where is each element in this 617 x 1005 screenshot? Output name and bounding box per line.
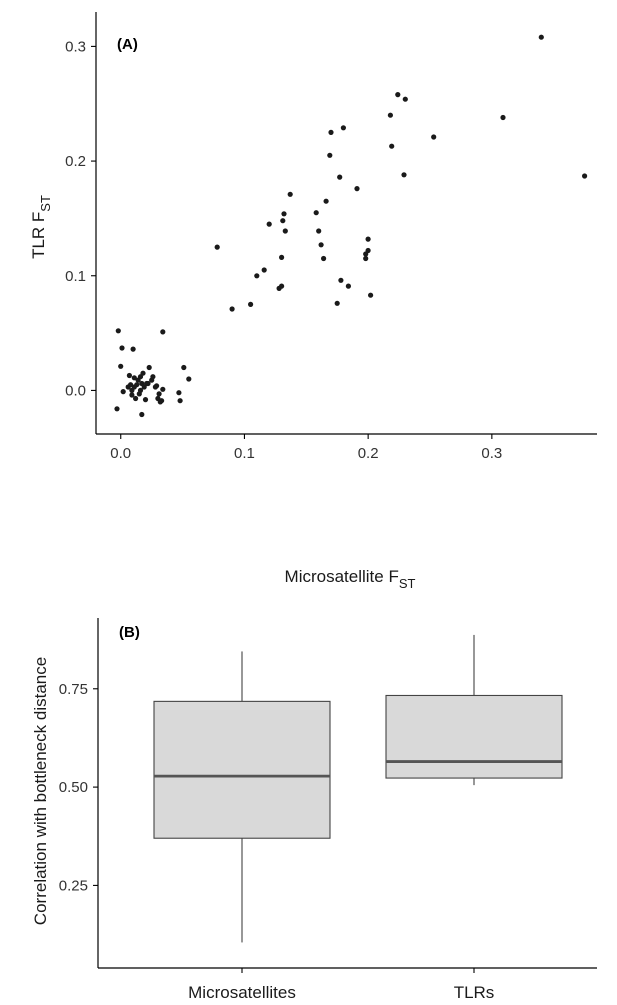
- scatter-point: [431, 134, 437, 140]
- scatter-point: [120, 389, 126, 395]
- scatter-point: [134, 382, 140, 388]
- x-category-label: TLRs: [454, 983, 495, 1002]
- scatter-point: [401, 172, 407, 178]
- x-tick-label: 0.1: [234, 445, 255, 462]
- scatter-point: [321, 255, 327, 262]
- scatter-point: [282, 228, 288, 234]
- y-tick-label: 0.50: [59, 779, 88, 796]
- boxplot-boxes: [153, 634, 563, 943]
- scatter-point: [280, 218, 286, 224]
- scatter-point: [126, 372, 132, 379]
- x-axis-title: Microsatellite FST: [285, 567, 416, 591]
- scatter-point: [145, 380, 151, 387]
- scatter-point: [139, 411, 145, 418]
- scatter-point: [177, 398, 183, 404]
- scatter-point: [181, 364, 187, 371]
- scatter-point: [337, 174, 343, 180]
- box-iqr: [153, 700, 331, 839]
- x-tick-label: 0.3: [481, 445, 502, 462]
- scatter-point: [338, 277, 344, 283]
- scatter-point: [150, 374, 156, 380]
- scatter-point: [137, 387, 144, 393]
- scatter-point: [119, 345, 125, 351]
- scatter-point: [387, 112, 393, 118]
- y-axis-title: TLR FST: [29, 195, 53, 259]
- y-tick-label: 0.25: [59, 877, 88, 894]
- scatter-point: [114, 406, 120, 412]
- scatter-point: [313, 210, 319, 216]
- scatter-point: [389, 143, 395, 149]
- scatter-point: [328, 129, 334, 135]
- scatter-points: [114, 34, 588, 418]
- scatter-point: [156, 391, 162, 397]
- scatter-point: [176, 390, 182, 396]
- x-tick-label: 0.2: [358, 445, 379, 462]
- x-axis-title-main: Microsatellite F: [285, 567, 399, 586]
- y-axis-ticks: 0.25 0.50 0.75: [59, 681, 98, 894]
- scatter-point: [131, 375, 137, 381]
- y-tick-label: 0.3: [65, 38, 86, 55]
- scatter-point: [538, 34, 544, 40]
- scatter-point: [316, 228, 322, 234]
- scatter-point: [160, 329, 166, 335]
- scatter-panel: 0.0 0.1 0.2 0.3 0.0 0.1 0.2 0.3 (A) Microsatel…: [29, 12, 597, 591]
- y-tick-label: 0.0: [65, 382, 86, 399]
- scatter-point: [133, 395, 139, 402]
- y-axis-title-subscript: ST: [38, 195, 53, 212]
- scatter-point: [402, 96, 408, 102]
- boxplot-panel: Microsatellites TLRs 0.25 0.50 0.75 (B) Cor…: [31, 618, 597, 1002]
- scatter-point: [318, 242, 324, 248]
- scatter-point: [248, 301, 254, 307]
- x-tick-label: 0.0: [110, 445, 131, 462]
- scatter-point: [142, 397, 149, 403]
- scatter-point: [395, 92, 401, 98]
- y-tick-label: 0.2: [65, 153, 86, 170]
- scatter-point: [279, 254, 285, 260]
- scatter-point: [365, 236, 371, 242]
- x-axis-ticks: Microsatellites TLRs: [188, 968, 494, 1002]
- scatter-point: [129, 392, 135, 398]
- scatter-point: [363, 255, 369, 262]
- scatter-point: [130, 346, 136, 352]
- scatter-point: [365, 247, 371, 254]
- scatter-point: [334, 300, 340, 306]
- scatter-point: [279, 283, 285, 289]
- scatter-point: [354, 186, 360, 192]
- y-axis-title: Correlation with bottleneck distance: [31, 657, 50, 925]
- x-axis-title-subscript: ST: [399, 576, 416, 591]
- box-iqr: [385, 694, 563, 779]
- panel-label-b: (B): [119, 624, 140, 641]
- scatter-point: [266, 221, 272, 227]
- scatter-point: [368, 292, 374, 298]
- scatter-point: [154, 383, 160, 389]
- y-tick-label: 0.1: [65, 268, 86, 285]
- scatter-point: [287, 191, 293, 197]
- scatter-point: [128, 382, 134, 388]
- scatter-point: [229, 306, 235, 312]
- scatter-point: [323, 198, 329, 204]
- scatter-point: [146, 364, 152, 371]
- y-axis-ticks: 0.0 0.1 0.2 0.3: [65, 38, 96, 399]
- x-category-label: Microsatellites: [188, 983, 296, 1002]
- scatter-point: [327, 152, 333, 158]
- scatter-point: [345, 283, 351, 289]
- scatter-point: [500, 114, 506, 121]
- panel-label-a: (A): [117, 36, 138, 53]
- y-axis-title-main: TLR F: [29, 212, 48, 259]
- scatter-point: [159, 398, 165, 404]
- scatter-point: [115, 328, 121, 334]
- scatter-point: [261, 267, 267, 273]
- scatter-point: [140, 370, 146, 376]
- scatter-point: [214, 244, 220, 250]
- scatter-point: [281, 211, 287, 217]
- scatter-point: [160, 386, 166, 392]
- scatter-point: [254, 273, 260, 279]
- scatter-point: [340, 125, 346, 131]
- x-axis-ticks: 0.0 0.1 0.2 0.3: [110, 434, 502, 462]
- scatter-point: [118, 363, 124, 369]
- scatter-point: [186, 376, 192, 382]
- y-tick-label: 0.75: [59, 681, 88, 698]
- scatter-point: [582, 173, 588, 179]
